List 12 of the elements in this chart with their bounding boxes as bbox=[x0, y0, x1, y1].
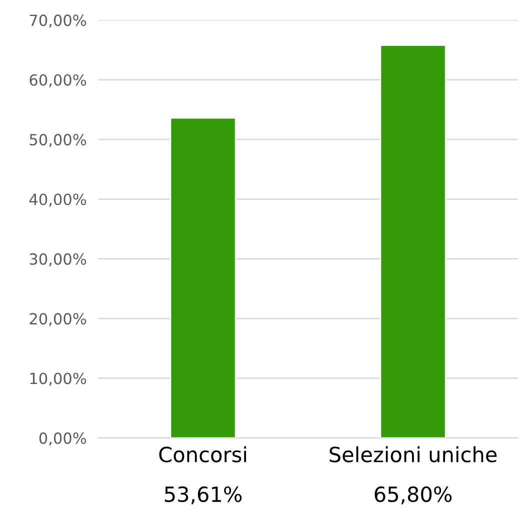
y-tick-label: 30,00% bbox=[30, 253, 86, 266]
y-tick-label: 60,00% bbox=[30, 74, 86, 88]
y-tick-label: 70,00% bbox=[30, 14, 86, 28]
y-tick-label: 40,00% bbox=[29, 194, 86, 207]
x-tick-label: Concorsi bbox=[159, 446, 246, 462]
x-tick-label: Selezioni uniche bbox=[330, 446, 497, 462]
y-tick-label: 10,00% bbox=[30, 372, 86, 386]
data-label: 65,80% bbox=[374, 486, 452, 504]
y-tick-label: 20,00% bbox=[30, 313, 86, 326]
data-label: 53,61% bbox=[164, 486, 242, 504]
y-tick-label: 50,00% bbox=[30, 134, 86, 148]
y-tick-label: 0,00% bbox=[39, 432, 86, 446]
